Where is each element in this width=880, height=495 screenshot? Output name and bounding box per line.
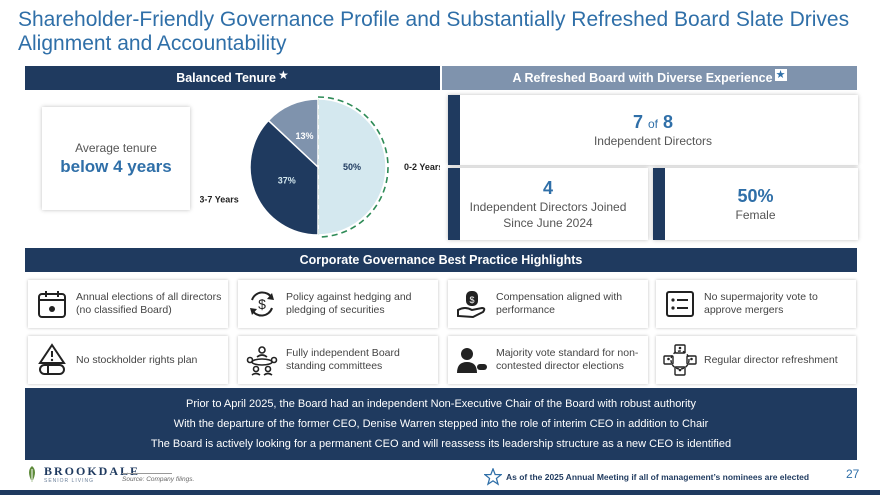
footnote: As of the 2025 Annual Meeting if all of …: [484, 468, 809, 486]
practice-director-refreshment: Regular director refreshment: [656, 336, 856, 384]
practice-text: Compensation aligned with performance: [496, 291, 623, 316]
tenure-header: Balanced Tenure ★: [25, 66, 440, 90]
logo-tagline: SENIOR LIVING: [44, 478, 94, 484]
svg-text:$: $: [469, 295, 474, 305]
pie-category-label: 3-7 Years: [200, 195, 239, 205]
pie-percent-label: 13%: [295, 131, 313, 141]
brookdale-logo: BROOKDALE SENIOR LIVING: [24, 464, 140, 484]
card-accent: [653, 168, 665, 240]
user-vote-icon: [448, 336, 496, 384]
average-tenure-card: Average tenure below 4 years: [42, 107, 190, 210]
note-line: With the departure of the former CEO, De…: [173, 418, 709, 430]
dollar-cycle-icon: $: [238, 280, 286, 328]
female-percent: 50%: [737, 185, 774, 206]
practice-text: Regular director refreshment: [704, 353, 838, 366]
leadership-notes-box: Prior to April 2025, the Board had an in…: [25, 388, 857, 460]
pie-slice-3-7-years: [249, 119, 319, 236]
practice-compensation: $ Compensation aligned with performance: [448, 280, 648, 328]
practice-independent-committees: Fully independent Board standing committ…: [238, 336, 438, 384]
star-outline-icon: [484, 468, 502, 486]
note-line: Prior to April 2025, the Board had an in…: [186, 398, 696, 410]
pie-percent-label: 50%: [343, 162, 361, 172]
practice-text: Policy against hedging and pledging of s…: [286, 291, 412, 316]
brookdale-leaf-icon: [29, 466, 35, 482]
practice-text: No stockholder rights plan: [76, 353, 198, 366]
joined-directors-label-1: Independent Directors Joined: [469, 199, 627, 214]
practice-hedging-policy: $ Policy against hedging and pledging of…: [238, 280, 438, 328]
footer-rule: [0, 490, 880, 495]
money-hand-icon: $: [448, 280, 496, 328]
pie-slice-0-2-years: [317, 98, 387, 236]
source-note: Source: Company filings.: [122, 476, 195, 483]
checklist-icon: [656, 280, 704, 328]
card-accent: [448, 95, 460, 165]
tenure-header-label: Balanced Tenure: [176, 71, 277, 85]
source-divider: [122, 473, 172, 474]
of-text: of: [647, 116, 658, 131]
card-accent: [448, 168, 460, 240]
star-icon: ★: [774, 69, 787, 81]
calendar-icon: [28, 280, 76, 328]
page-title: Shareholder-Friendly Governance Profile …: [18, 8, 850, 55]
page-number: 27: [846, 467, 860, 481]
average-tenure-value: below 4 years: [60, 156, 172, 176]
governance-header: Corporate Governance Best Practice Highl…: [25, 248, 857, 272]
joined-directors-card: 4 Independent Directors Joined Since Jun…: [448, 168, 648, 240]
pie-category-label: 0-2 Years: [404, 162, 440, 172]
committee-icon: [238, 336, 286, 384]
independent-directors-stat: 7 of 8: [633, 112, 673, 133]
board-header-label: A Refreshed Board with Diverse Experienc…: [512, 71, 773, 85]
practice-no-supermajority: No supermajority vote to approve mergers: [656, 280, 856, 328]
practice-text: No supermajority vote to approve mergers: [704, 291, 818, 316]
logo-name: BROOKDALE: [44, 464, 141, 478]
female-label: Female: [735, 207, 776, 222]
pie-slice-8-years: [267, 98, 319, 169]
practice-text: Majority vote standard for non-contested…: [496, 347, 639, 372]
governance-header-label: Corporate Governance Best Practice Highl…: [299, 253, 583, 267]
practice-annual-elections: Annual elections of all directors (no cl…: [28, 280, 228, 328]
practice-text: Fully independent Board standing committ…: [286, 347, 400, 372]
svg-text:$: $: [258, 296, 266, 312]
total-count: 8: [663, 111, 674, 132]
female-directors-card: 50% Female: [653, 168, 858, 240]
independent-directors-label: Independent Directors: [593, 133, 713, 148]
average-tenure-label: Average tenure: [75, 140, 157, 155]
joined-directors-count: 4: [542, 177, 553, 198]
practice-majority-vote: Majority vote standard for non-contested…: [448, 336, 648, 384]
refresh-people-icon: [656, 336, 704, 384]
pie-percent-label: 37%: [278, 176, 296, 186]
note-line: The Board is actively looking for a perm…: [150, 438, 732, 450]
warning-pill-icon: [28, 336, 76, 384]
independent-count: 7: [632, 111, 643, 132]
footnote-text: As of the 2025 Annual Meeting if all of …: [506, 472, 810, 482]
practice-no-rights-plan: No stockholder rights plan: [28, 336, 228, 384]
practice-text: Annual elections of all directors (no cl…: [76, 291, 222, 316]
independent-directors-card: 7 of 8 Independent Directors: [448, 95, 858, 165]
pie-highlight-outline: [317, 96, 389, 238]
joined-directors-label-2: Since June 2024: [503, 215, 593, 230]
board-header: A Refreshed Board with Diverse Experienc…: [442, 66, 857, 90]
star-icon: ★: [278, 68, 289, 82]
